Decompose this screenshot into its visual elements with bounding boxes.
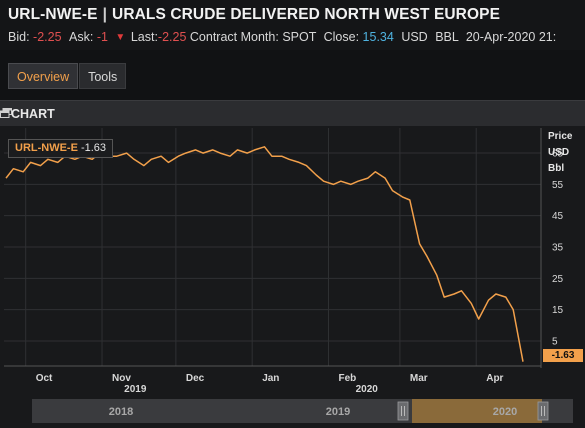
quote-line: Bid: -2.25 Ask: -1 ▼ Last:-2.25 Contract… (8, 30, 556, 44)
y-tick-label: 5 (552, 336, 558, 347)
close-value: 15.34 (362, 30, 394, 44)
last-value: -2.25 (157, 30, 187, 44)
popout-icon[interactable] (0, 108, 12, 118)
y-tick-label: 35 (552, 243, 564, 254)
tab-tools[interactable]: Tools (79, 63, 127, 89)
ask-label: Ask: (69, 30, 94, 44)
y-axis-header-price: Price (548, 131, 573, 142)
y-tick-label: 65 (552, 149, 564, 160)
quote-time: 21: (538, 30, 557, 44)
x-year-label: 2019 (124, 384, 147, 395)
y-tick-label: 55 (552, 180, 564, 191)
contract-label: Contract Month: (189, 30, 279, 44)
navigator-year-label: 2018 (109, 406, 133, 418)
last-label: Last: (130, 30, 158, 44)
instrument-title: URL-NWE-E | URALS CRUDE DELIVERED NORTH WE… (8, 6, 500, 24)
x-tick-label: Mar (410, 373, 428, 384)
unit: BBL (435, 30, 459, 44)
y-tick-label: 45 (552, 211, 564, 222)
title-separator: | (102, 6, 108, 23)
ask-value: -1 (96, 30, 108, 44)
x-tick-label: Oct (36, 373, 53, 384)
quote-header: URL-NWE-E | URALS CRUDE DELIVERED NORTH WE… (0, 0, 585, 50)
panel-title: CHART (11, 107, 55, 121)
x-tick-label: Dec (186, 373, 205, 384)
x-tick-label: Jan (262, 373, 279, 384)
x-tick-label: Nov (112, 373, 131, 384)
y-axis-header-unit: Bbl (548, 163, 565, 174)
navigator-handle[interactable] (397, 401, 409, 421)
last-value-label: -1.63 (543, 349, 583, 362)
navigator-year-label: 2020 (493, 406, 517, 418)
series-legend: URL-NWE-E -1.63 (8, 139, 114, 158)
navigator-year-label: 2019 (326, 406, 350, 418)
y-tick-label: 15 (552, 305, 564, 316)
navigator-selection (412, 399, 542, 423)
y-axis-header-currency: USD (548, 147, 570, 158)
y-tick-label: 25 (552, 274, 564, 285)
time-navigator[interactable]: 2018 2019 2020 (32, 399, 573, 423)
close-label: Close: (323, 30, 360, 44)
chart-panel-header: CHART (0, 100, 585, 126)
down-arrow-icon: ▼ (115, 32, 126, 43)
instrument-symbol: URL-NWE-E (8, 6, 98, 23)
tab-overview[interactable]: Overview (8, 63, 79, 89)
contract-value: SPOT (282, 30, 317, 44)
currency: USD (401, 30, 428, 44)
legend-symbol: URL-NWE-E (15, 142, 78, 154)
quote-date: 20-Apr-2020 (465, 30, 536, 44)
x-tick-label: Apr (486, 373, 503, 384)
instrument-name: URALS CRUDE DELIVERED NORTH WEST EUROPE (112, 6, 501, 23)
legend-value: -1.63 (80, 142, 107, 154)
x-tick-label: Feb (339, 373, 357, 384)
view-tabs: Overview Tools (8, 63, 127, 89)
x-year-label: 2020 (356, 384, 379, 395)
series-line-url-nwe-e (5, 146, 524, 362)
navigator-handle[interactable] (537, 401, 549, 421)
bid-label: Bid: (8, 30, 30, 44)
bid-value: -2.25 (33, 30, 62, 44)
